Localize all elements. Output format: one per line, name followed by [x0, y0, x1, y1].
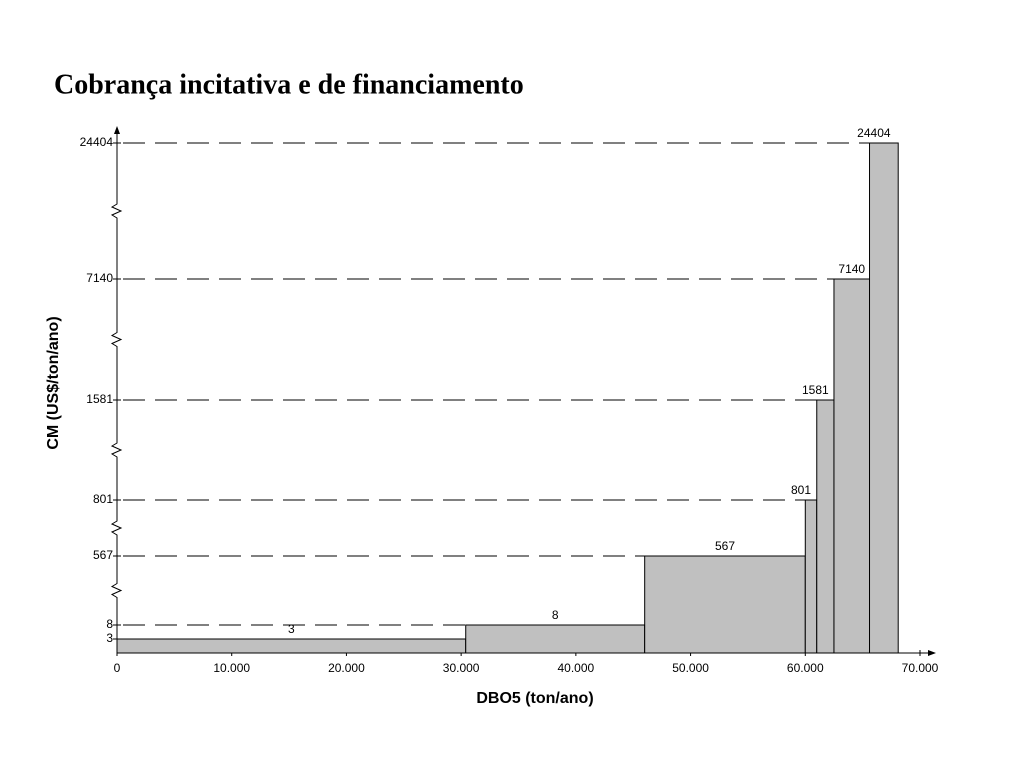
x-tick-label: 40.000: [558, 661, 595, 675]
y-axis-arrow: [114, 126, 120, 134]
data-label: 8: [552, 608, 559, 622]
data-label: 801: [791, 483, 811, 497]
data-label: 1581: [802, 383, 829, 397]
bar: [116, 638, 467, 654]
data-label: 3: [288, 622, 295, 636]
axis-break: [110, 440, 123, 460]
data-label: 24404: [857, 126, 891, 140]
y-tick-label: 1581: [86, 392, 113, 406]
x-tick-label: 20.000: [328, 661, 365, 675]
bar: [833, 278, 871, 654]
data-label: 7140: [838, 262, 865, 276]
chart-title: Cobrança incitativa e de financiamento: [54, 69, 524, 100]
x-tick-label: 70.000: [902, 661, 939, 675]
x-tick-label: 50.000: [672, 661, 709, 675]
bar: [644, 555, 806, 654]
y-axis-label: CM (US$/ton/ano): [45, 316, 62, 449]
x-tick-label: 30.000: [443, 661, 480, 675]
y-tick-label: 7140: [86, 271, 113, 285]
axis-break: [110, 329, 123, 350]
y-tick-label: 3: [106, 631, 113, 645]
axis-break: [110, 580, 123, 601]
x-axis-arrow: [928, 650, 936, 656]
y-tick-label: 24404: [80, 135, 114, 149]
x-axis-label: DBO5 (ton/ano): [476, 690, 593, 707]
x-tick-label: 60.000: [787, 661, 824, 675]
y-tick-label: 8: [106, 617, 113, 631]
bar: [869, 142, 899, 654]
x-tick-label: 0: [114, 661, 121, 675]
axis-break: [110, 518, 123, 538]
bar: [465, 624, 646, 654]
data-label: 567: [715, 539, 735, 553]
y-tick-label: 801: [93, 492, 113, 506]
bar: [804, 499, 818, 654]
bar: [816, 399, 835, 654]
axis-break: [110, 201, 123, 221]
y-tick-label: 567: [93, 548, 113, 562]
x-tick-label: 10.000: [213, 661, 250, 675]
